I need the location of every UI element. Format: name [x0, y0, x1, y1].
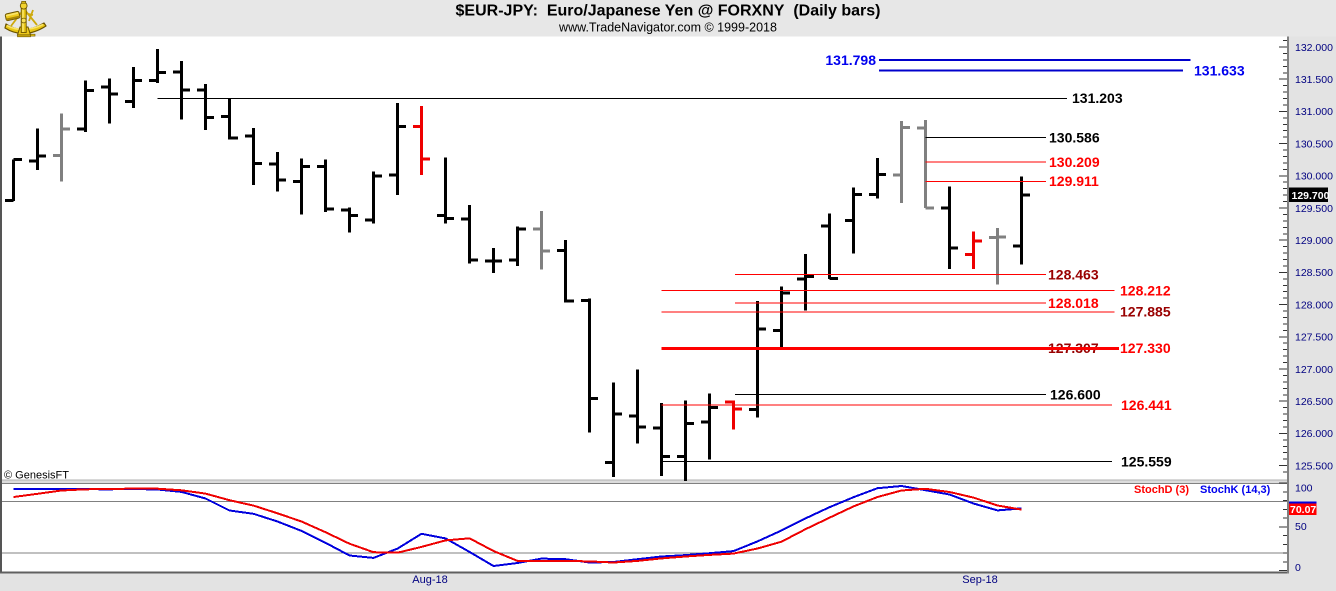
svg-text:131.500: 131.500	[1295, 74, 1333, 86]
svg-text:129.000: 129.000	[1295, 235, 1333, 247]
svg-text:131.203: 131.203	[1072, 90, 1123, 106]
svg-text:www.TradeNavigator.com © 1999-: www.TradeNavigator.com © 1999-2018	[558, 21, 777, 35]
svg-text:StochD (3): StochD (3)	[1134, 484, 1189, 496]
svg-text:125.559: 125.559	[1121, 454, 1172, 470]
svg-text:131.000: 131.000	[1295, 106, 1333, 118]
svg-text:100: 100	[1295, 482, 1313, 494]
svg-text:StochK (14,3): StochK (14,3)	[1200, 484, 1271, 496]
svg-text:126.500: 126.500	[1295, 396, 1333, 408]
svg-text:131.798: 131.798	[825, 52, 876, 68]
svg-text:$EUR-JPY: Euro/Japanese Yen @: $EUR-JPY: Euro/Japanese Yen @ FORXNY (Da…	[456, 3, 881, 20]
svg-text:126.000: 126.000	[1295, 428, 1333, 440]
svg-text:128.212: 128.212	[1120, 282, 1171, 298]
svg-text:131.633: 131.633	[1194, 63, 1245, 79]
svg-text:126.600: 126.600	[1050, 386, 1101, 402]
svg-text:130.500: 130.500	[1295, 138, 1333, 150]
svg-text:130.000: 130.000	[1295, 171, 1333, 183]
svg-text:130.586: 130.586	[1049, 130, 1100, 146]
svg-text:© GenesisFT: © GenesisFT	[4, 470, 69, 482]
svg-text:126.441: 126.441	[1121, 397, 1172, 413]
svg-text:127.000: 127.000	[1295, 364, 1333, 376]
svg-text:130.209: 130.209	[1049, 154, 1100, 170]
svg-text:Aug-18: Aug-18	[412, 574, 447, 586]
svg-text:128.000: 128.000	[1295, 299, 1333, 311]
svg-text:127.500: 127.500	[1295, 332, 1333, 344]
svg-text:125.500: 125.500	[1295, 460, 1333, 472]
svg-text:128.463: 128.463	[1048, 266, 1099, 282]
svg-text:132.000: 132.000	[1295, 42, 1333, 54]
svg-text:70.07: 70.07	[1290, 504, 1316, 516]
svg-text:129.911: 129.911	[1049, 173, 1099, 189]
svg-text:128.018: 128.018	[1048, 295, 1099, 311]
svg-text:128.500: 128.500	[1295, 267, 1333, 279]
svg-text:127.885: 127.885	[1120, 304, 1171, 320]
svg-text:50: 50	[1295, 521, 1307, 533]
svg-text:Sep-18: Sep-18	[962, 574, 997, 586]
svg-text:129.700: 129.700	[1292, 190, 1330, 202]
svg-text:0: 0	[1295, 562, 1301, 574]
svg-text:129.500: 129.500	[1295, 203, 1333, 215]
svg-text:127.330: 127.330	[1120, 340, 1171, 356]
